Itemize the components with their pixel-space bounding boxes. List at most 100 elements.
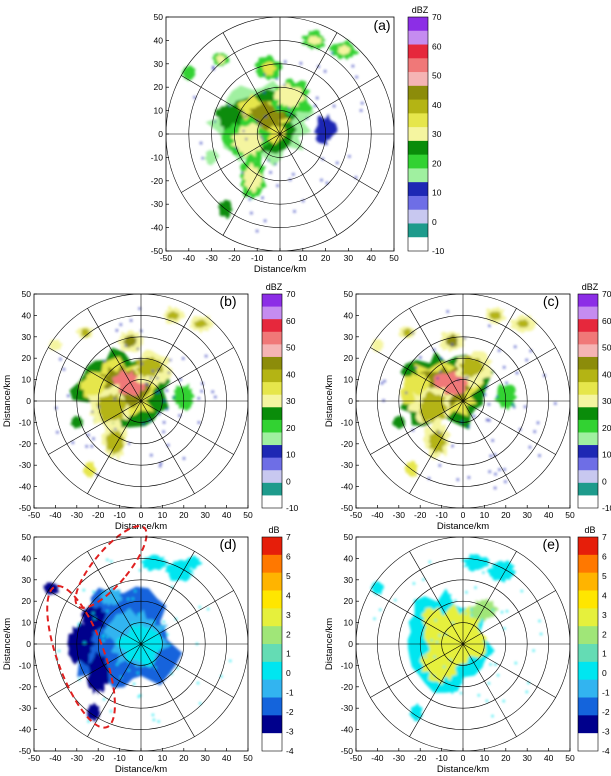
highlight-ellipse-north bbox=[74, 525, 148, 609]
echo-speckle bbox=[269, 171, 272, 174]
echo-cell bbox=[48, 339, 63, 351]
echo-speckle bbox=[166, 408, 169, 411]
y-tick-label: 0 bbox=[348, 396, 353, 406]
echo-speckle bbox=[151, 713, 154, 716]
colorbar-tick-label: 1 bbox=[602, 649, 607, 659]
echo-speckle bbox=[444, 606, 447, 609]
echo-speckle bbox=[501, 577, 504, 580]
x-axis-label: Distance/km bbox=[115, 521, 167, 532]
echo-speckle bbox=[119, 676, 122, 679]
echo-speckle bbox=[145, 382, 147, 385]
colorbar-segment bbox=[262, 432, 282, 446]
colorbar-segment bbox=[262, 608, 282, 627]
colorbar-tick-label: 70 bbox=[286, 289, 296, 299]
x-axis-label: Distance/km bbox=[437, 764, 489, 775]
echo-speckle bbox=[256, 230, 259, 233]
echo-speckle bbox=[127, 598, 130, 601]
echo-cell bbox=[204, 150, 220, 166]
colorbar-tick-label: 2 bbox=[602, 629, 607, 639]
x-tick-label: 50 bbox=[389, 253, 399, 263]
echo-speckle bbox=[115, 329, 118, 332]
echo-speckle bbox=[59, 358, 62, 361]
colorbar-segment bbox=[262, 382, 282, 396]
y-tick-label: 0 bbox=[158, 129, 163, 139]
colorbar: dB 7 6 5 4 3 2 1 0 -1 -2 -3 -4 bbox=[577, 525, 610, 756]
echo-speckle bbox=[491, 439, 494, 442]
echo-cell bbox=[419, 390, 448, 425]
echo-speckle bbox=[264, 219, 267, 222]
y-axis-label: Distance/km bbox=[324, 375, 335, 427]
colorbar-segment bbox=[408, 44, 428, 59]
colorbar-tick-label: 60 bbox=[286, 316, 296, 326]
x-axis-label: Distance/km bbox=[437, 521, 489, 532]
echo-speckle bbox=[503, 366, 506, 369]
echo-speckle bbox=[180, 574, 183, 577]
echo-cell bbox=[217, 199, 233, 220]
colorbar-tick-label: 0 bbox=[602, 668, 607, 678]
echo-speckle bbox=[456, 478, 459, 481]
echo-speckle bbox=[477, 694, 480, 697]
colorbar-segment bbox=[262, 537, 282, 556]
y-tick-label: 10 bbox=[22, 618, 32, 628]
x-tick-label: 0 bbox=[139, 510, 144, 520]
echo-speckle bbox=[162, 430, 165, 433]
echo-speckle bbox=[495, 578, 498, 581]
colorbar-tick-label: 30 bbox=[432, 129, 442, 139]
colorbar: dB 7 6 5 4 3 2 1 0 -1 -2 -3 -4 bbox=[261, 525, 294, 756]
colorbar-unit: dB bbox=[268, 525, 279, 535]
echo-speckle bbox=[537, 421, 539, 424]
echo-speckle bbox=[351, 65, 354, 68]
radial-line bbox=[140, 551, 195, 645]
colorbar-tick-label: -10 bbox=[602, 503, 611, 513]
x-tick-label: -20 bbox=[414, 753, 427, 763]
echo-speckle bbox=[248, 198, 251, 201]
echo-speckle bbox=[139, 569, 141, 572]
echo-speckle bbox=[382, 399, 385, 402]
x-tick-label: 50 bbox=[565, 510, 575, 520]
echo-speckle bbox=[110, 710, 112, 713]
colorbar-tick-label: 0 bbox=[602, 476, 607, 486]
y-tick-label: 10 bbox=[22, 375, 32, 385]
echo-speckle bbox=[136, 671, 139, 674]
echo-speckle bbox=[448, 685, 451, 688]
radial-line bbox=[279, 75, 379, 135]
y-tick-label: 40 bbox=[154, 35, 164, 45]
echo-speckle bbox=[422, 578, 425, 581]
y-tick-label: -10 bbox=[341, 660, 354, 670]
colorbar-frame bbox=[407, 16, 429, 252]
echo-cell bbox=[95, 393, 127, 423]
axis-ticks: -50 -40 -30 -20 -10 0 10 20 30 40 50 50 40 30 20 10 0 -10… bbox=[151, 12, 399, 263]
colorbar-segment bbox=[262, 394, 282, 408]
y-tick-label: -10 bbox=[19, 660, 32, 670]
x-tick-label: -50 bbox=[350, 510, 363, 520]
colorbar-segment bbox=[578, 537, 598, 556]
echo-speckle bbox=[438, 431, 440, 434]
echo-speckle bbox=[167, 444, 170, 447]
colorbar-segment bbox=[262, 697, 282, 716]
colorbar-tick-label: 5 bbox=[286, 571, 291, 581]
echo-cell bbox=[371, 338, 385, 353]
echo-speckle bbox=[137, 695, 140, 698]
colorbar-tick-label: 40 bbox=[432, 100, 442, 110]
x-tick-label: -30 bbox=[71, 510, 84, 520]
x-tick-label: 30 bbox=[200, 510, 210, 520]
colorbar-segment bbox=[408, 30, 428, 45]
echo-speckle bbox=[489, 663, 492, 666]
colorbar-segment bbox=[262, 572, 282, 591]
echo-speckle bbox=[333, 105, 336, 108]
radial-line bbox=[462, 551, 517, 645]
panel-a: -50 -40 -30 -20 -10 0 10 20 30 40 50 50 40 30 20 10 0 -10… bbox=[151, 5, 445, 275]
echo-speckle bbox=[138, 307, 141, 310]
echo-cell bbox=[421, 607, 446, 629]
echo-speckle bbox=[529, 349, 532, 352]
colorbar-segment bbox=[408, 72, 428, 87]
echo-speckle bbox=[373, 617, 376, 620]
echo-speckle bbox=[519, 428, 522, 431]
x-tick-label: -10 bbox=[435, 510, 448, 520]
echo-speckle bbox=[275, 77, 278, 80]
radial-line bbox=[140, 643, 234, 698]
echo-speckle bbox=[501, 611, 503, 614]
colorbar-tick-label: 20 bbox=[602, 423, 611, 433]
echo-cell bbox=[461, 554, 490, 572]
colorbar-unit: dBZ bbox=[582, 282, 599, 292]
